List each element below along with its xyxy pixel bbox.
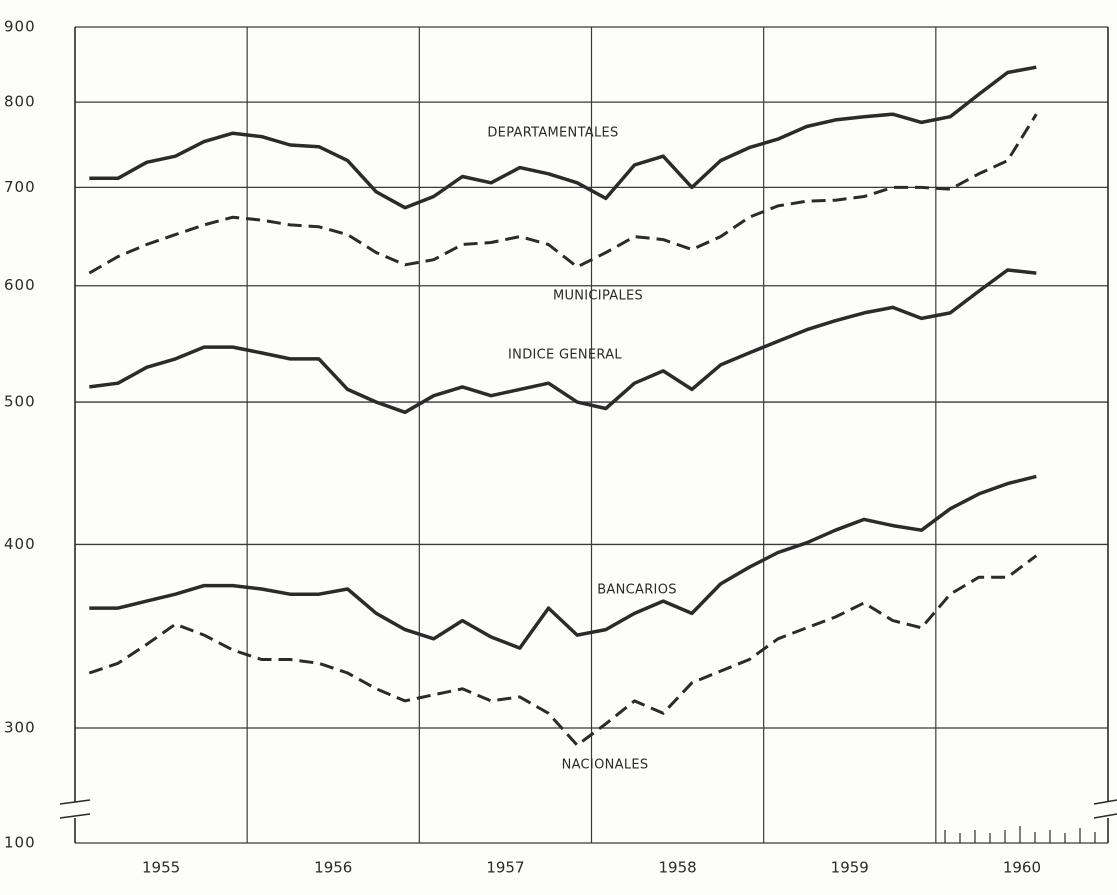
y-tick-label: 100 bbox=[4, 834, 36, 852]
y-tick-label: 700 bbox=[4, 178, 36, 196]
axis-break bbox=[1093, 813, 1117, 819]
series-label: NACIONALES bbox=[562, 758, 649, 773]
x-tick-label: 1959 bbox=[831, 859, 869, 877]
series-line bbox=[88, 113, 1038, 275]
y-tick-label: 900 bbox=[4, 18, 36, 36]
y-tick-label: 600 bbox=[4, 276, 36, 294]
y-tick-label: 800 bbox=[4, 93, 36, 111]
series-label: MUNICIPALES bbox=[553, 289, 643, 304]
x-tick-label: 1955 bbox=[142, 859, 180, 877]
series-line bbox=[89, 65, 1037, 210]
axis-break bbox=[1093, 799, 1117, 805]
labels: 100 300 400 500 600 700 800 900 1955 1956 1957 1958… bbox=[4, 18, 1041, 877]
y-tick-label: 500 bbox=[4, 393, 36, 411]
x-tick-label: 1960 bbox=[1003, 859, 1041, 877]
series-line bbox=[88, 554, 1038, 747]
series-label: BANCARIOS bbox=[597, 583, 677, 598]
series-label: INDICE GENERAL bbox=[508, 348, 622, 363]
x-tick-label: 1958 bbox=[658, 859, 696, 877]
frame bbox=[59, 27, 1117, 843]
grid bbox=[75, 26, 1108, 844]
x-tick-label: 1957 bbox=[486, 859, 524, 877]
x-tick-label: 1956 bbox=[314, 859, 352, 877]
axis-break bbox=[59, 799, 91, 805]
y-tick-label: 300 bbox=[4, 719, 36, 737]
y-tick-label: 400 bbox=[4, 535, 36, 553]
series-line bbox=[89, 268, 1037, 415]
series-label: DEPARTAMENTALES bbox=[487, 126, 618, 141]
series-line bbox=[89, 474, 1037, 650]
axis-break bbox=[59, 813, 91, 819]
plot-area bbox=[88, 65, 1038, 747]
minor-ticks bbox=[944, 826, 1096, 843]
